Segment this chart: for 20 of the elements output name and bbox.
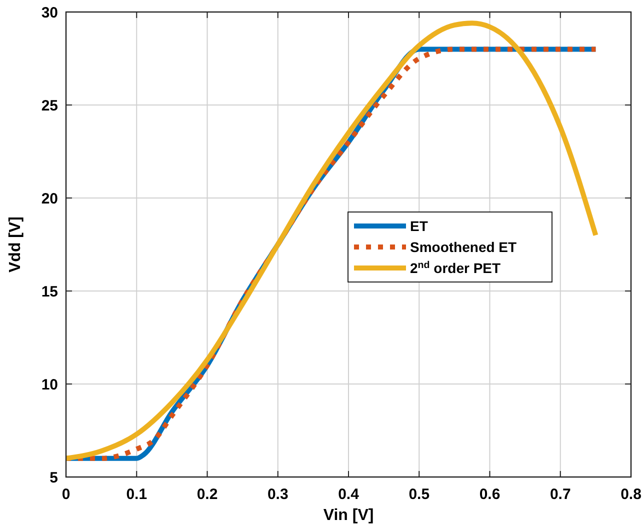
x-tick-label: 0.2 [196, 486, 218, 503]
x-axis-title: Vin [V] [323, 507, 374, 524]
x-tick-label: 0.6 [479, 486, 500, 503]
y-axis-title: Vdd [V] [7, 216, 24, 272]
legend-label: Smoothened ET [410, 238, 518, 255]
x-tick-label: 0.3 [267, 486, 288, 503]
y-tick-label: 15 [41, 283, 58, 300]
y-tick-label: 5 [50, 469, 58, 486]
x-tick-label: 0.1 [126, 486, 148, 503]
y-tick-label: 30 [41, 4, 58, 22]
x-tick-label: 0.7 [550, 486, 571, 503]
x-tick-label: 0.4 [338, 486, 360, 503]
x-tick-label: 0.5 [408, 486, 430, 503]
legend-label: ET [410, 218, 428, 234]
y-tick-label: 10 [41, 376, 58, 394]
legend-label: 2$^{nd}$ order PET [410, 259, 502, 276]
y-tick-label: 20 [41, 190, 58, 208]
y-tick-label: 25 [41, 97, 58, 114]
x-tick-label: 0 [62, 486, 70, 503]
x-tick-label: 0.8 [620, 486, 642, 503]
